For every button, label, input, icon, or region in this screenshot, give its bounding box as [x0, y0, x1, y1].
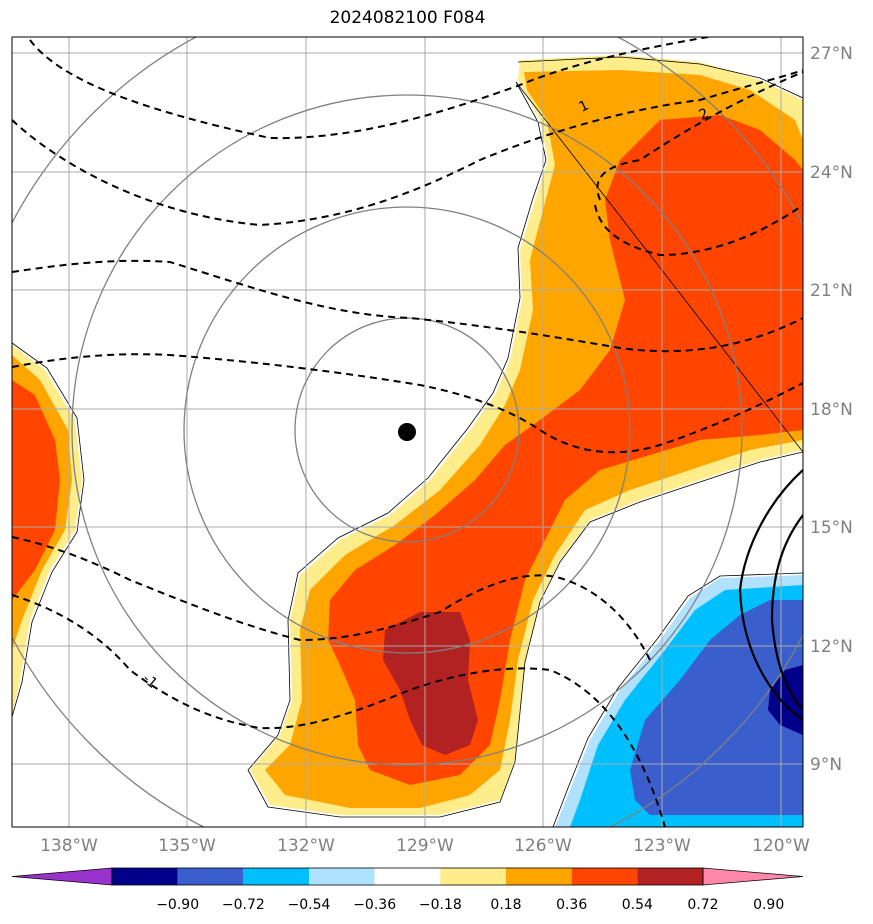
lat-labels: 27°N 24°N 21°N 18°N 15°N 12°N 9°N: [810, 44, 853, 775]
contour-dashed-c: [596, 71, 803, 201]
colorbar-tick-label: 0.72: [687, 897, 718, 913]
lat-label-9n: 9°N: [810, 755, 842, 775]
contour-dashed-h: [12, 594, 666, 827]
colorbar-segment: [374, 868, 441, 885]
colorbar-tick-label: −0.54: [288, 897, 331, 913]
anomaly-fill-left-072: [12, 380, 60, 600]
colorbar-tick-label: 0.36: [556, 897, 587, 913]
colorbar-tick-label: −0.72: [222, 897, 265, 913]
lon-label-123w: 123°W: [633, 836, 691, 856]
lon-label-138w: 138°W: [40, 836, 98, 856]
map-frame: [11, 36, 804, 828]
colorbar-tick-label: −0.36: [353, 897, 396, 913]
anomaly-outline-neg: [552, 572, 803, 827]
map-area: 1 2 -1: [12, 37, 803, 827]
contour-dashed-g: [12, 536, 651, 661]
lat-label-24n: 24°N: [810, 163, 853, 183]
colorbar-segment: [177, 868, 244, 885]
colorbar: [11, 867, 804, 886]
lat-label-27n: 27°N: [810, 44, 853, 64]
range-ring-2: [183, 206, 631, 654]
lon-label-135w: 135°W: [158, 836, 216, 856]
anomaly-fill-neg-072: [768, 665, 803, 735]
map-title: 2024082100 F084: [329, 8, 486, 28]
lon-label-132w: 132°W: [277, 836, 335, 856]
lat-label-21n: 21°N: [810, 281, 853, 301]
colorbar-extend-low: [11, 867, 113, 886]
colorbar-extend-high: [702, 867, 804, 886]
graticule: [12, 37, 803, 827]
colorbar-tick-label: −0.90: [156, 897, 199, 913]
colorbar-tick-label: 0.54: [622, 897, 653, 913]
colorbar-frame: [111, 867, 704, 886]
lat-label-18n: 18°N: [810, 400, 853, 420]
colorbar-tick-label: −0.18: [419, 897, 462, 913]
colorbar-segment: [243, 868, 309, 885]
lon-label-129w: 129°W: [396, 836, 454, 856]
colorbar-segment: [440, 868, 506, 885]
colorbar-segment: [112, 868, 178, 885]
range-ring-3: [71, 94, 743, 766]
anomaly-fill-neg-054: [630, 600, 803, 815]
solid-contours: [738, 469, 803, 721]
colorbar-segment: [309, 868, 375, 885]
lon-label-120w: 120°W: [752, 836, 810, 856]
colorbar-segment: [571, 868, 638, 885]
contour-solid-outer: [738, 469, 803, 721]
contour-dashed-a: [29, 37, 715, 140]
colorbar-labels: −0.90 −0.72 −0.54 −0.36 −0.18 0.18 0.36 0.54 0.7…: [156, 897, 784, 913]
colorbar-segment: [637, 868, 703, 885]
contour-dashed-f: [12, 353, 803, 454]
storm-center-dot: [398, 423, 416, 441]
colorbar-tick-label: 0.18: [490, 897, 521, 913]
lat-label-15n: 15°N: [810, 518, 853, 538]
lat-label-12n: 12°N: [810, 637, 853, 657]
lon-labels: 138°W 135°W 132°W 129°W 126°W 123°W 120°…: [40, 836, 810, 856]
dashed-contours: [12, 37, 803, 827]
colorbar-segment: [506, 868, 572, 885]
contour-dashed-d: [594, 204, 803, 257]
lon-label-126w: 126°W: [514, 836, 572, 856]
contour-solid-inner: [770, 514, 803, 711]
colorbar-tick-label: 0.90: [753, 897, 784, 913]
